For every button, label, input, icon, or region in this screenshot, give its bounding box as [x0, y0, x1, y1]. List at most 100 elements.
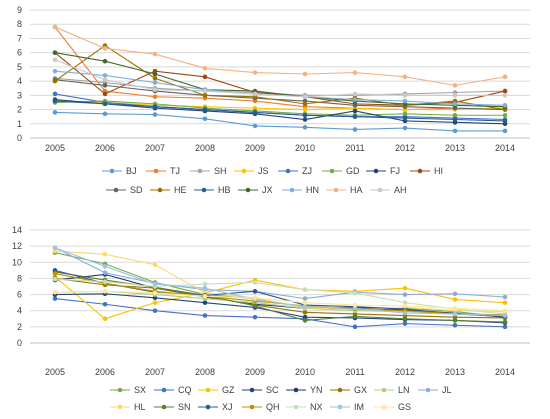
series-line	[54, 278, 506, 315]
legend-label: NX	[310, 402, 323, 412]
data-point	[452, 311, 458, 317]
data-point	[352, 102, 358, 108]
legend-marker	[333, 187, 339, 193]
series-line	[54, 52, 506, 106]
legend-item: HA	[326, 185, 363, 195]
data-point	[452, 101, 458, 107]
series-line	[54, 100, 506, 122]
data-point	[452, 93, 458, 98]
legend-item: CQ	[154, 385, 192, 395]
data-point	[352, 314, 358, 319]
x-tick-label: 2012	[395, 143, 415, 153]
x-tick-label: 2013	[445, 143, 465, 153]
legend-marker	[337, 387, 343, 393]
x-tick-label: 2011	[345, 367, 364, 377]
legend-marker	[113, 187, 119, 193]
legend-item: FJ	[366, 166, 400, 176]
data-point	[502, 319, 508, 325]
data-point	[452, 297, 458, 302]
data-point	[502, 112, 508, 118]
legend-marker	[153, 168, 159, 174]
legend-marker	[205, 387, 211, 393]
series-hb	[52, 98, 508, 124]
legend-marker	[161, 404, 167, 410]
data-point	[202, 88, 208, 94]
data-point	[52, 57, 58, 63]
series-line	[54, 99, 506, 125]
legend-marker	[241, 168, 247, 174]
legend-item: GX	[330, 385, 367, 395]
legend-marker	[337, 404, 343, 410]
data-point	[402, 310, 408, 316]
series-cq	[52, 296, 508, 330]
data-point	[452, 305, 458, 311]
data-point	[302, 300, 308, 305]
y-tick-label: 2	[17, 105, 22, 115]
legend-marker	[285, 168, 291, 174]
data-point	[302, 112, 308, 118]
series-bj	[52, 110, 508, 134]
legend-label: BJ	[126, 166, 137, 176]
data-point	[202, 66, 208, 71]
data-point	[452, 117, 458, 122]
legend-marker	[377, 187, 383, 193]
legend-label: SN	[178, 402, 191, 412]
data-point	[452, 291, 458, 297]
legend-item: JL	[418, 385, 452, 395]
series-line	[54, 26, 506, 111]
legend-item: AH	[370, 185, 407, 195]
data-point	[102, 46, 108, 51]
data-point	[102, 77, 108, 82]
data-point	[402, 115, 408, 121]
data-point	[52, 276, 58, 282]
legend-marker	[381, 387, 387, 393]
y-tick-label: 6	[17, 48, 22, 58]
y-tick-label: 10	[12, 257, 22, 267]
data-point	[52, 296, 58, 301]
x-tick-label: 2012	[395, 367, 415, 377]
data-point	[452, 322, 458, 328]
data-point	[352, 108, 358, 114]
data-point	[102, 91, 108, 97]
legend-label: JS	[258, 166, 269, 176]
legend-item: SX	[110, 385, 146, 395]
legend-label: SC	[266, 385, 279, 395]
series-line	[54, 26, 506, 86]
legend-label: SD	[130, 185, 143, 195]
legend-label: AH	[394, 185, 407, 195]
legend-label: HN	[306, 185, 319, 195]
data-point	[202, 313, 208, 318]
data-point	[152, 71, 158, 77]
data-point	[252, 289, 258, 294]
x-tick-label: 2014	[495, 367, 515, 377]
y-tick-label: 3	[17, 90, 22, 100]
data-point	[302, 71, 308, 77]
data-point	[152, 75, 158, 81]
data-point	[502, 308, 508, 314]
data-point	[102, 251, 108, 257]
data-point	[102, 101, 108, 107]
series-line	[54, 100, 506, 111]
data-point	[252, 314, 258, 320]
legend-marker	[117, 387, 123, 393]
legend-marker	[157, 187, 163, 193]
series-line	[54, 250, 506, 313]
legend-label: GS	[398, 402, 411, 412]
data-point	[252, 295, 258, 301]
x-tick-label: 2005	[45, 367, 65, 377]
legend-marker	[201, 187, 207, 193]
data-point	[302, 287, 308, 293]
legend-label: GX	[354, 385, 367, 395]
series-line	[54, 277, 506, 319]
data-point	[452, 128, 458, 134]
legend-label: LN	[398, 385, 410, 395]
legend-item: GZ	[198, 385, 235, 395]
series-line	[54, 111, 505, 132]
data-point	[502, 118, 508, 124]
data-point	[152, 51, 158, 57]
legend-marker	[205, 404, 211, 410]
legend-item: NX	[286, 402, 323, 412]
legend-label: IM	[354, 402, 364, 412]
data-point	[202, 74, 208, 80]
